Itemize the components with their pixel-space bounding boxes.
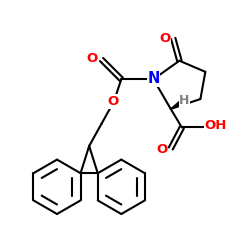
Text: O: O <box>86 52 98 65</box>
Text: N: N <box>147 71 160 86</box>
Text: H: H <box>179 94 190 107</box>
Text: O: O <box>159 32 170 45</box>
Text: O: O <box>108 95 119 108</box>
Text: OH: OH <box>205 119 227 132</box>
Polygon shape <box>171 100 183 109</box>
Text: O: O <box>156 143 168 156</box>
